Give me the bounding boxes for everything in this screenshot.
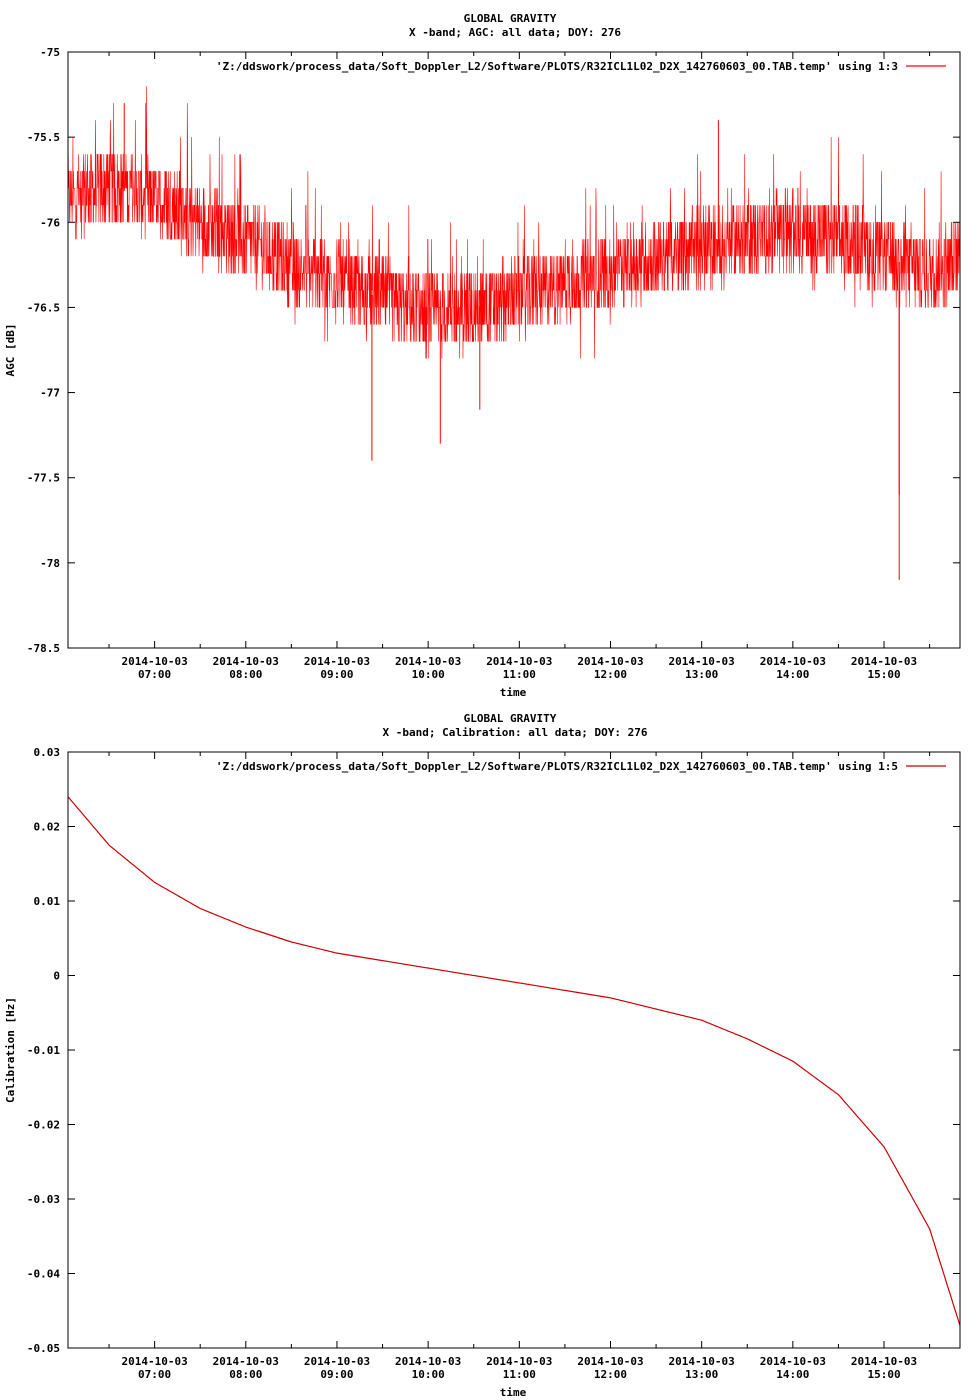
calibration-y-axis-label: Calibration [Hz] <box>4 997 17 1103</box>
calibration-x-axis-label: time <box>500 1386 527 1399</box>
agc-x-tick-date: 2014-10-03 <box>669 655 735 668</box>
agc-x-tick-time: 14:00 <box>776 668 809 681</box>
calibration-x-tick-time: 07:00 <box>138 1368 171 1381</box>
calibration-x-tick-date: 2014-10-03 <box>304 1355 370 1368</box>
agc-x-tick-date: 2014-10-03 <box>760 655 826 668</box>
calibration-x-tick-date: 2014-10-03 <box>213 1355 279 1368</box>
agc-y-tick-label: -75 <box>40 46 60 59</box>
calibration-x-tick-time: 12:00 <box>594 1368 627 1381</box>
calibration-x-tick-time: 08:00 <box>229 1368 262 1381</box>
agc-y-tick-label: -76.5 <box>27 301 60 314</box>
agc-chart-title: GLOBAL GRAVITY <box>464 12 557 25</box>
calibration-x-tick-time: 13:00 <box>685 1368 718 1381</box>
calibration-y-tick-label: 0.01 <box>34 895 61 908</box>
agc-x-tick-time: 13:00 <box>685 668 718 681</box>
agc-x-tick-date: 2014-10-03 <box>395 655 461 668</box>
agc-y-tick-label: -77.5 <box>27 472 60 485</box>
calibration-y-tick-label: -0.04 <box>27 1268 60 1281</box>
agc-x-tick-date: 2014-10-03 <box>213 655 279 668</box>
agc-legend-label: 'Z:/ddswork/process_data/Soft_Doppler_L2… <box>216 60 898 73</box>
agc-x-tick-time: 08:00 <box>229 668 262 681</box>
calibration-x-tick-time: 11:00 <box>503 1368 536 1381</box>
calibration-y-ticks: 0.03 0.02 0.01 0 -0.01 -0.02 -0.03 -0.04 -0.05 <box>27 746 960 1355</box>
calibration-x-tick-time: 14:00 <box>776 1368 809 1381</box>
calibration-x-tick-date: 2014-10-03 <box>395 1355 461 1368</box>
agc-y-tick-label: -76 <box>40 216 60 229</box>
calibration-y-tick-label: -0.02 <box>27 1119 60 1132</box>
calibration-chart-title: GLOBAL GRAVITY <box>464 712 557 725</box>
agc-x-tick-date: 2014-10-03 <box>851 655 917 668</box>
agc-x-axis-label: time <box>500 686 527 699</box>
agc-y-tick-label: -75.5 <box>27 131 60 144</box>
agc-x-tick-date: 2014-10-03 <box>304 655 370 668</box>
agc-y-tick-label: -78 <box>40 557 60 570</box>
calibration-x-tick-date: 2014-10-03 <box>760 1355 826 1368</box>
agc-chart: GLOBAL GRAVITY X -band; AGC: all data; D… <box>4 12 961 699</box>
calibration-legend: 'Z:/ddswork/process_data/Soft_Doppler_L2… <box>216 760 946 773</box>
calibration-legend-label: 'Z:/ddswork/process_data/Soft_Doppler_L2… <box>216 760 898 773</box>
calibration-x-tick-date: 2014-10-03 <box>121 1355 187 1368</box>
calibration-x-tick-date: 2014-10-03 <box>669 1355 735 1368</box>
agc-x-ticks: 2014-10-0307:002014-10-0308:002014-10-03… <box>108 52 931 681</box>
agc-x-tick-time: 10:00 <box>412 668 445 681</box>
agc-y-ticks: -75 -75.5 -76 -76.5 -77 -77.5 -78 -78.5 <box>27 46 960 655</box>
agc-y-tick-label: -77 <box>40 387 60 400</box>
calibration-series <box>67 796 961 1326</box>
calibration-x-ticks: 2014-10-0307:002014-10-0308:002014-10-03… <box>108 752 931 1381</box>
calibration-x-tick-time: 15:00 <box>867 1368 900 1381</box>
calibration-x-tick-date: 2014-10-03 <box>486 1355 552 1368</box>
calibration-y-tick-label: -0.05 <box>27 1342 60 1355</box>
calibration-y-tick-label: -0.01 <box>27 1044 60 1057</box>
calibration-x-tick-date: 2014-10-03 <box>851 1355 917 1368</box>
agc-legend: 'Z:/ddswork/process_data/Soft_Doppler_L2… <box>216 60 946 73</box>
calibration-series-line <box>67 796 961 1326</box>
agc-x-tick-date: 2014-10-03 <box>121 655 187 668</box>
calibration-x-tick-date: 2014-10-03 <box>577 1355 643 1368</box>
agc-x-tick-time: 11:00 <box>503 668 536 681</box>
calibration-y-tick-label: 0 <box>53 970 60 983</box>
agc-series-line <box>67 86 960 359</box>
calibration-chart: GLOBAL GRAVITY X -band; Calibration: all… <box>4 712 961 1399</box>
calibration-y-tick-label: 0.02 <box>34 821 61 834</box>
calibration-x-tick-time: 10:00 <box>412 1368 445 1381</box>
agc-x-tick-date: 2014-10-03 <box>486 655 552 668</box>
agc-x-tick-time: 09:00 <box>320 668 353 681</box>
calibration-plot-frame <box>67 751 961 1349</box>
agc-y-tick-label: -78.5 <box>27 642 60 655</box>
calibration-x-tick-time: 09:00 <box>320 1368 353 1381</box>
agc-plot-frame <box>67 51 961 649</box>
agc-x-tick-time: 07:00 <box>138 668 171 681</box>
agc-y-axis-label: AGC [dB] <box>4 324 17 377</box>
calibration-chart-subtitle: X -band; Calibration: all data; DOY: 276 <box>383 726 648 739</box>
calibration-y-tick-label: 0.03 <box>34 746 61 759</box>
agc-x-tick-date: 2014-10-03 <box>577 655 643 668</box>
agc-chart-subtitle: X -band; AGC: all data; DOY: 276 <box>409 26 621 39</box>
agc-series <box>67 86 960 580</box>
calibration-y-tick-label: -0.03 <box>27 1193 60 1206</box>
agc-x-tick-time: 12:00 <box>594 668 627 681</box>
agc-x-tick-time: 15:00 <box>867 668 900 681</box>
